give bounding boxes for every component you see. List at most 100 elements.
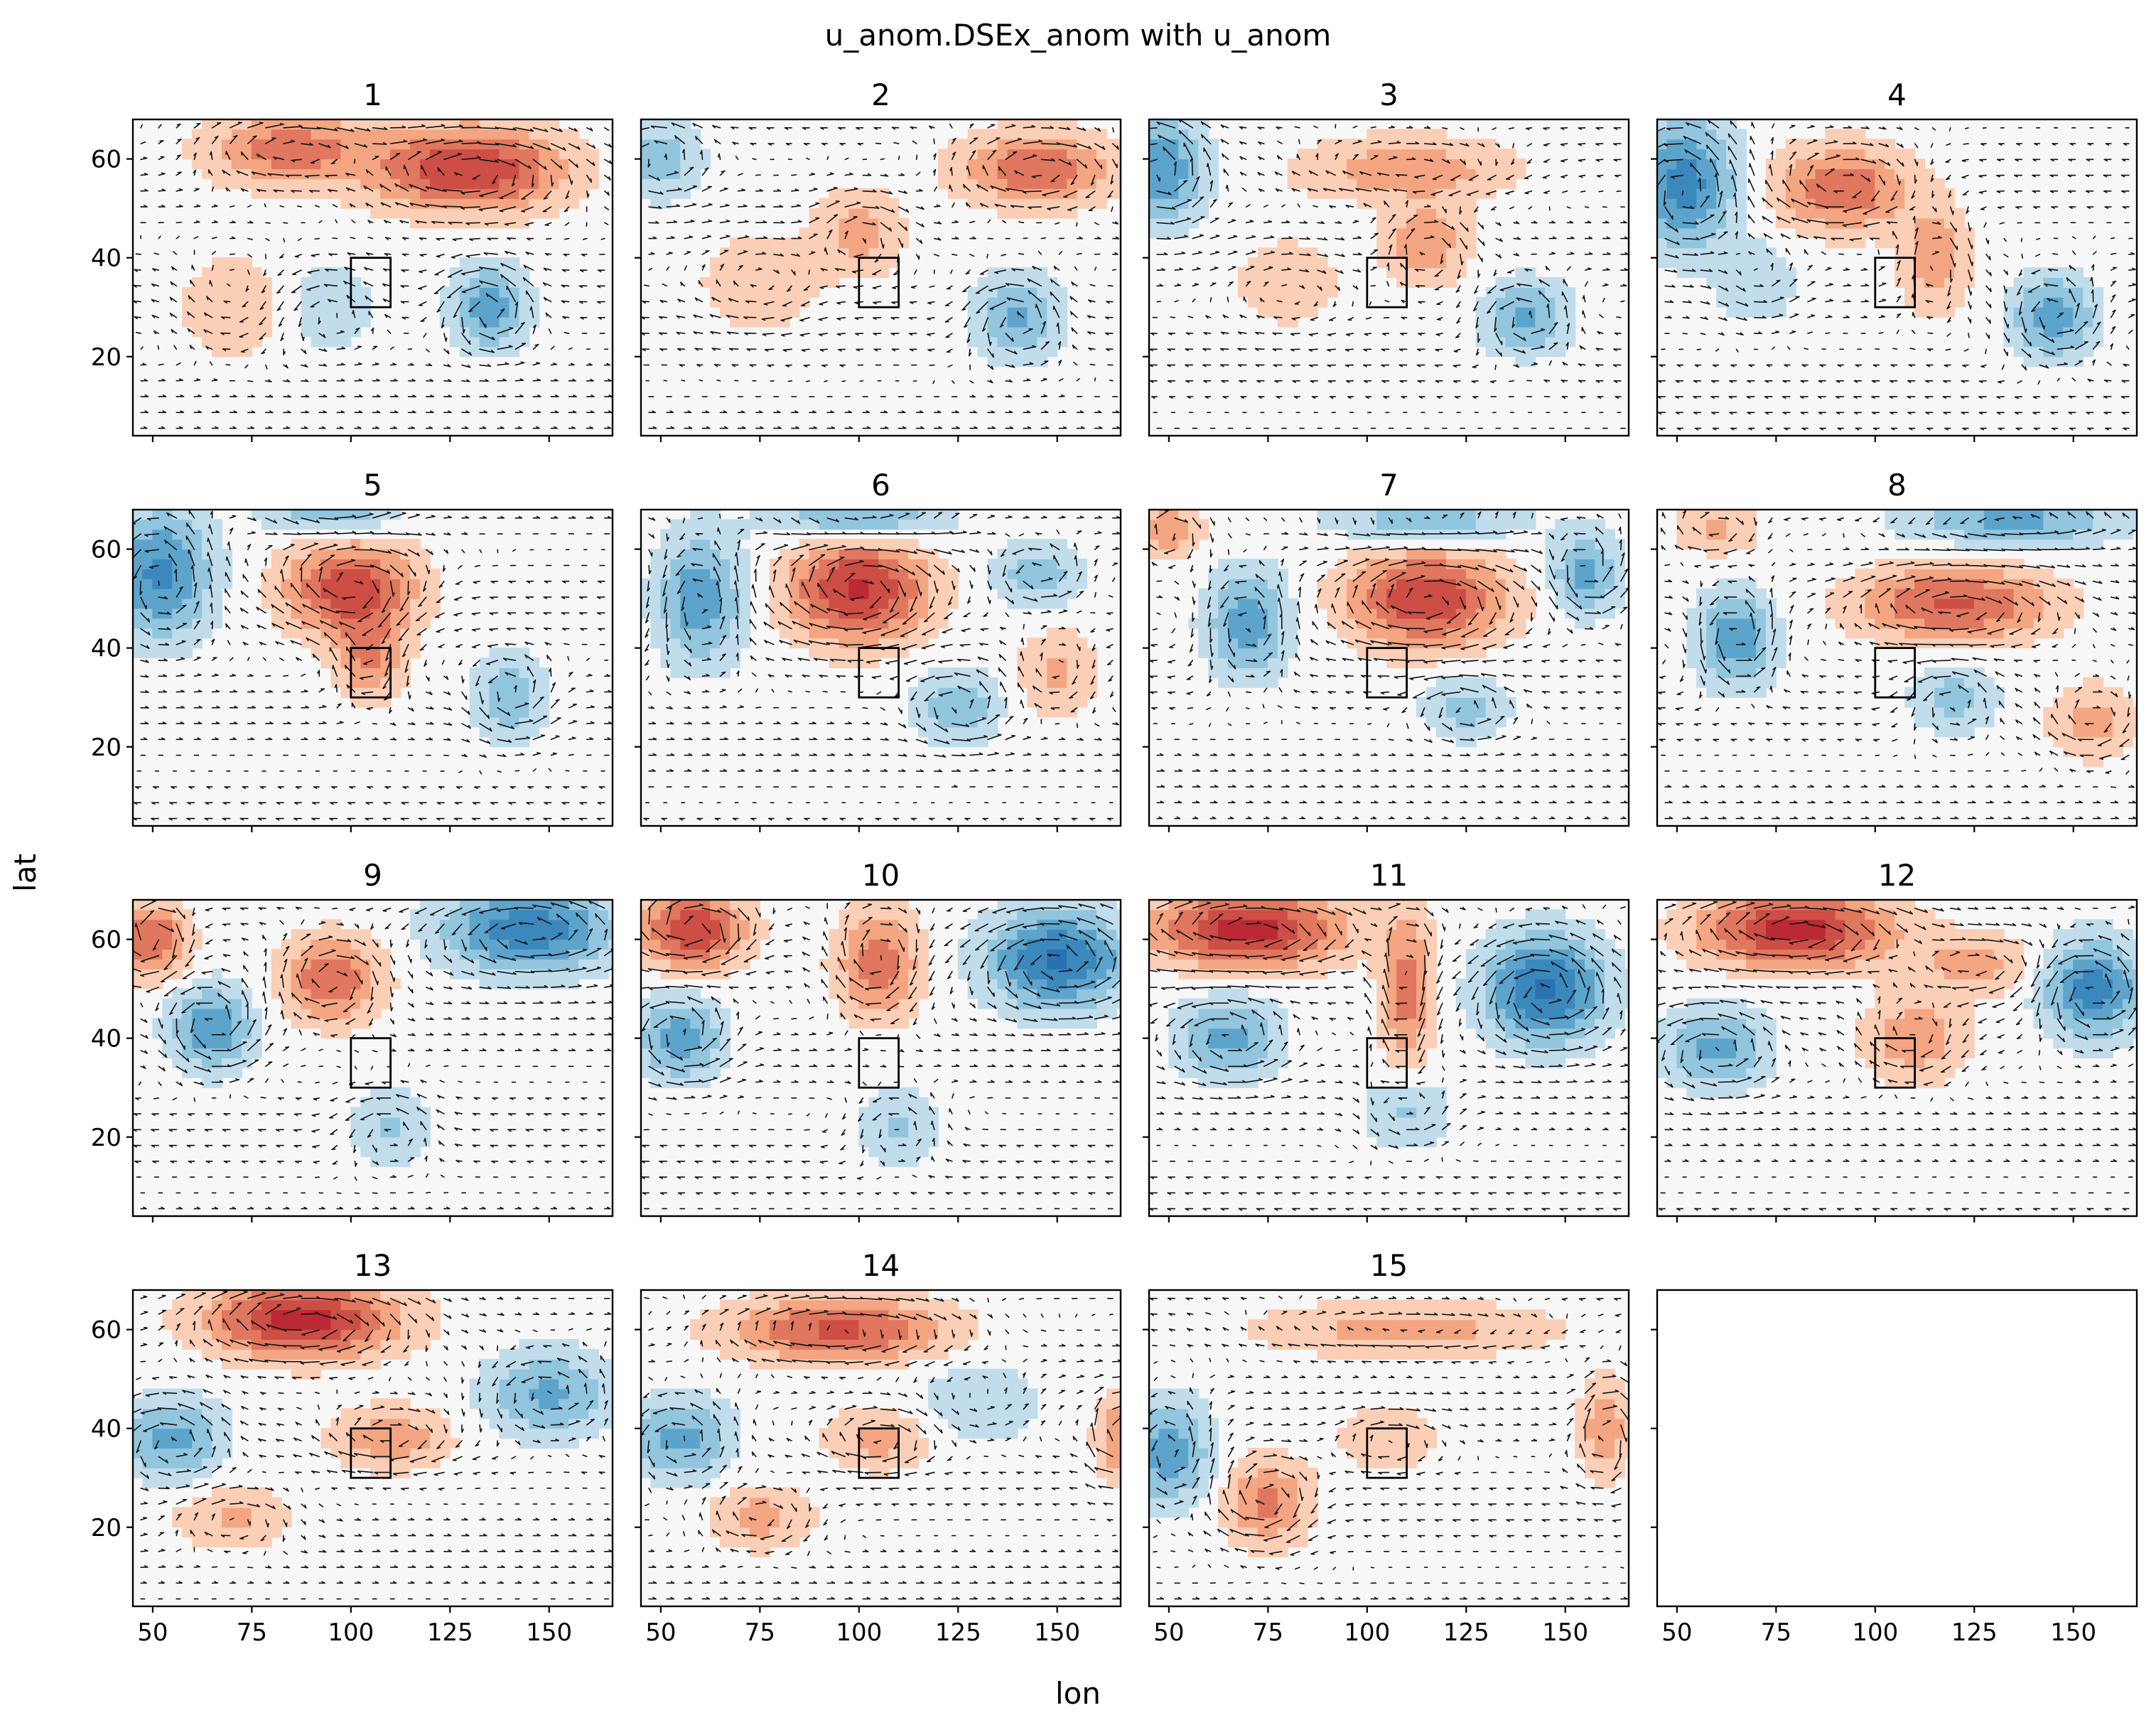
wind-vector: [344, 267, 356, 271]
wind-vector: [514, 127, 534, 132]
wind-vector: [666, 188, 682, 192]
field-cell: [1017, 316, 1028, 328]
field-cell: [1037, 277, 1048, 288]
field-cell: [251, 129, 262, 140]
field-cell: [1716, 217, 1728, 229]
wind-vector-head: [1413, 215, 1418, 217]
wind-vector-head: [161, 378, 166, 382]
wind-vector: [1071, 327, 1078, 334]
field-cell: [301, 188, 312, 199]
wind-vector-head: [733, 280, 735, 285]
field-cell: [1435, 267, 1447, 278]
wind-vector: [568, 127, 578, 132]
wind-vector-head: [1062, 426, 1067, 429]
field-cell: [449, 336, 460, 348]
field-cell: [2023, 296, 2034, 308]
wind-vector-head: [642, 301, 646, 304]
field-cell: [1465, 217, 1477, 229]
wind-vector-head: [495, 159, 499, 163]
wind-vector: [694, 297, 704, 303]
wind-vector: [737, 251, 748, 255]
field-cell: [539, 119, 550, 130]
wind-vector-head: [994, 272, 999, 274]
wind-vector-head: [1009, 426, 1014, 429]
wind-vector-head: [1025, 394, 1030, 397]
wind-vector: [318, 143, 331, 149]
wind-vector-head: [1606, 236, 1611, 240]
field-cell: [1825, 237, 1836, 249]
wind-vector: [514, 322, 525, 334]
wind-vector: [425, 203, 445, 208]
wind-vector-head: [305, 379, 309, 382]
wind-vector-head: [563, 253, 567, 257]
wind-vector-head: [1254, 348, 1259, 351]
field-cell: [271, 178, 282, 189]
wind-vector: [169, 312, 178, 318]
wind-vector-head: [298, 124, 303, 127]
wind-vector: [1277, 140, 1283, 144]
field-cell: [1386, 217, 1398, 229]
field-cell: [499, 139, 510, 150]
wind-vector: [193, 122, 201, 129]
wind-vector-head: [169, 312, 173, 317]
wind-vector-head: [384, 237, 389, 240]
field-cell: [449, 316, 460, 328]
field-cell: [759, 277, 770, 288]
field-cell: [1775, 159, 1786, 170]
wind-vector-head: [673, 220, 678, 223]
wind-vector-head: [277, 274, 282, 276]
wind-vector-head: [676, 331, 680, 335]
wind-vector-head: [926, 318, 931, 321]
field-cell: [987, 356, 998, 367]
field-cell: [1149, 227, 1160, 239]
field-cell: [1178, 119, 1190, 130]
wind-vector: [1325, 170, 1336, 176]
wind-vector: [505, 250, 517, 255]
field-cell: [858, 257, 870, 269]
wind-vector-head: [394, 394, 399, 397]
field-cell: [1716, 149, 1728, 160]
wind-vector-head: [447, 363, 451, 367]
field-cell: [1208, 139, 1219, 150]
wind-vector-head: [699, 150, 703, 154]
wind-vector-head: [359, 394, 363, 397]
wind-vector-head: [1455, 305, 1460, 308]
field-cell: [858, 208, 870, 219]
field-cell: [1317, 267, 1328, 278]
wind-vector-head: [855, 333, 859, 336]
wind-vector-head: [1392, 228, 1396, 231]
field-cell: [519, 129, 530, 140]
field-cell: [2023, 356, 2034, 367]
wind-vector: [347, 252, 356, 255]
wind-vector-head: [767, 143, 772, 146]
wind-vector-head: [269, 394, 274, 398]
wind-vector-head: [844, 230, 848, 235]
wind-vector: [893, 141, 900, 144]
wind-vector: [433, 285, 445, 294]
wind-vector-head: [690, 220, 695, 222]
wind-vector: [1513, 348, 1526, 354]
field-cell: [1795, 168, 1806, 179]
field-cell: [1057, 316, 1068, 328]
field-cell: [1297, 267, 1308, 278]
field-cell: [878, 247, 890, 259]
field-cell: [1425, 208, 1437, 219]
wind-vector: [898, 206, 910, 213]
field-cell: [1017, 286, 1028, 298]
wind-vector-head: [328, 253, 333, 257]
wind-vector-head: [1515, 220, 1520, 225]
wind-vector: [1468, 174, 1479, 181]
wind-vector-head: [693, 331, 697, 335]
wind-vector: [434, 269, 445, 276]
wind-vector-head: [323, 379, 328, 382]
field-cell: [789, 306, 800, 318]
wind-vector-head: [239, 336, 244, 338]
wind-vector-head: [818, 333, 823, 337]
field-cell: [439, 306, 451, 318]
wind-vector-head: [889, 227, 893, 232]
field-cell: [281, 178, 292, 189]
field-cell: [878, 227, 890, 239]
wind-vector: [1388, 244, 1393, 255]
panel-2: 2: [635, 77, 1122, 442]
wind-vector-head: [530, 146, 534, 149]
